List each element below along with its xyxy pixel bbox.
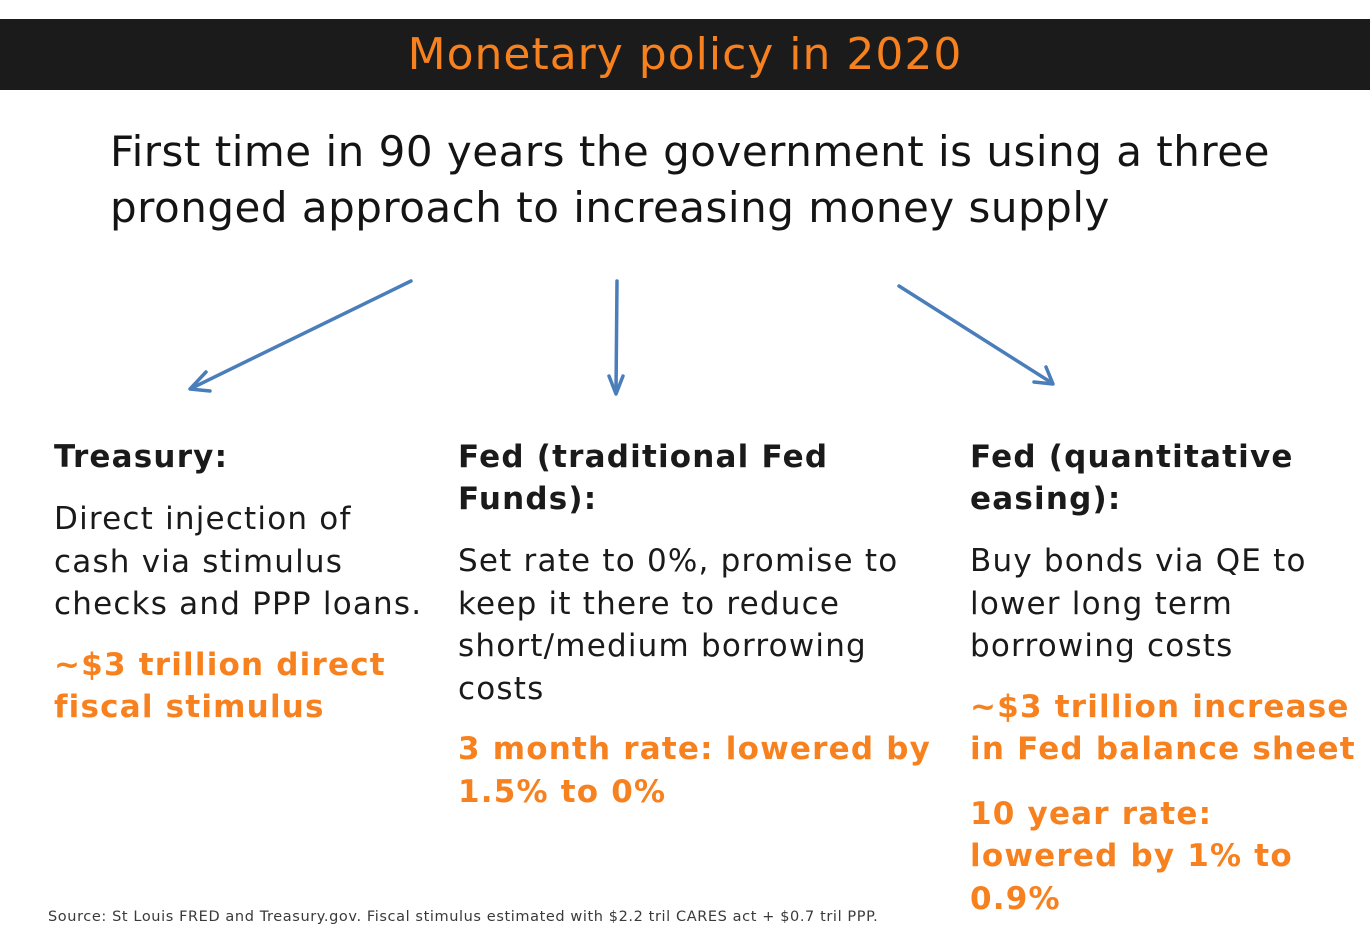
column-quantitative-easing: Fed (quantitative easing): Buy bonds via… xyxy=(970,436,1360,942)
subtitle-line-1: First time in 90 years the government is… xyxy=(110,127,1270,176)
arrow-left-icon xyxy=(188,279,413,393)
slide-title: Monetary policy in 2020 xyxy=(407,29,963,80)
column-heading: Fed (traditional Fed Funds): xyxy=(458,439,829,517)
column-body: Buy bonds via QE to lower long term borr… xyxy=(970,543,1307,664)
title-bar: Monetary policy in 2020 xyxy=(0,19,1370,90)
source-footnote: Source: St Louis FRED and Treasury.gov. … xyxy=(48,909,879,925)
subtitle-line-2: pronged approach to increasing money sup… xyxy=(110,183,1110,232)
column-treasury: Treasury: Direct injection of cash via s… xyxy=(54,436,434,751)
column-highlight: ~$3 trillion increase in Fed balance she… xyxy=(970,688,1356,768)
arrow-right-icon xyxy=(897,284,1055,386)
column-highlight: 10 year rate: lowered by 1% to 0.9% xyxy=(970,795,1293,917)
column-heading: Fed (quantitative easing): xyxy=(970,439,1294,517)
arrow-down-icon xyxy=(607,279,625,396)
column-body: Set rate to 0%, promise to keep it there… xyxy=(458,543,899,707)
subtitle: First time in 90 years the government is… xyxy=(110,124,1330,236)
column-heading: Treasury: xyxy=(54,439,229,475)
column-highlight: ~$3 trillion direct fiscal stimulus xyxy=(54,646,386,726)
column-fed-funds: Fed (traditional Fed Funds): Set rate to… xyxy=(458,436,938,835)
column-highlight: 3 month rate: lowered by 1.5% to 0% xyxy=(458,731,932,810)
column-body: Direct injection of cash via stimulus ch… xyxy=(54,501,423,622)
